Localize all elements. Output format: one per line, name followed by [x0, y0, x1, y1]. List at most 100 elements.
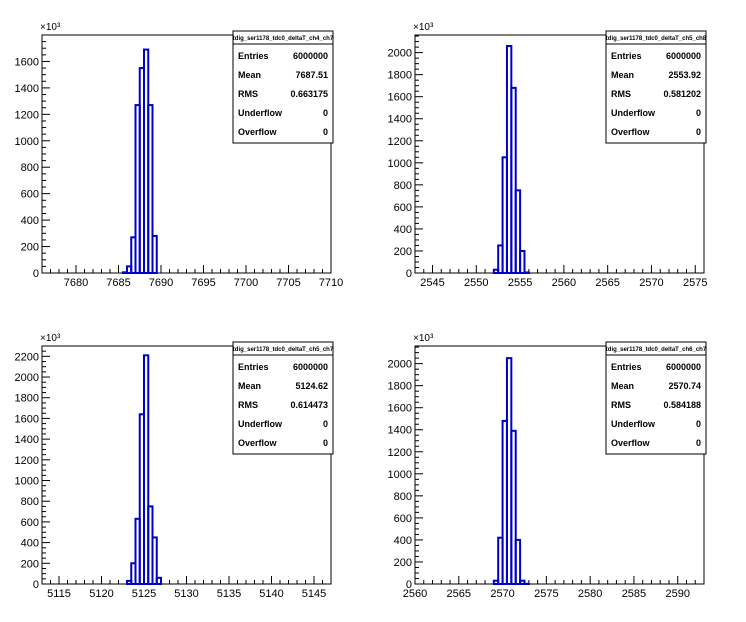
stats-value: 0: [323, 127, 328, 137]
x-tick-label: 2575: [534, 588, 558, 600]
stats-value: 0: [323, 108, 328, 118]
x-tick-label: 7705: [276, 277, 300, 289]
stats-label: Underflow: [611, 419, 656, 429]
stats-value: 0.663175: [290, 89, 328, 99]
y-tick-label: 400: [394, 535, 412, 547]
x-tick-label: 2590: [665, 588, 689, 600]
stats-box: [605, 341, 707, 455]
stats-value: 0.584188: [663, 400, 701, 410]
y-tick-label: 1200: [388, 447, 412, 459]
stats-value: 6000000: [666, 362, 701, 372]
stats-value: 6000000: [293, 362, 328, 372]
stats-label: Underflow: [611, 108, 656, 118]
stats-label: RMS: [611, 89, 631, 99]
y-tick-label: 800: [21, 162, 39, 174]
y-tick-label: 2000: [388, 48, 412, 60]
y-tick-label: 1800: [388, 381, 412, 393]
stats-label: Overflow: [611, 127, 651, 137]
stats-label: Underflow: [238, 419, 283, 429]
stats-label: Mean: [611, 70, 634, 80]
stats-label: Mean: [238, 70, 261, 80]
y-tick-label: 1200: [15, 109, 39, 121]
stats-label: Overflow: [611, 438, 651, 448]
x-tick-label: 2550: [464, 277, 488, 289]
y-tick-label: 1200: [15, 455, 39, 467]
x-tick-label: 7695: [191, 277, 215, 289]
stats-label: Underflow: [238, 108, 283, 118]
y-tick-label: 800: [394, 491, 412, 503]
y-tick-label: 1400: [15, 83, 39, 95]
y-tick-label: 600: [21, 189, 39, 201]
x-tick-label: 5130: [174, 588, 198, 600]
stats-box: [232, 30, 334, 144]
stats-label: RMS: [611, 400, 631, 410]
x-tick-label: 7680: [64, 277, 88, 289]
y-tick-label: 1600: [15, 56, 39, 68]
y-tick-label: 2200: [15, 351, 39, 363]
plot-frame: [414, 345, 705, 585]
stats-value: 0.581202: [663, 89, 701, 99]
histogram-title: tdig_ser1178_tdc0_deltaT_ch5_ch8: [606, 36, 707, 42]
stats-value: 7687.51: [295, 70, 328, 80]
x-tick-label: 2585: [622, 588, 646, 600]
histogram-title: tdig_ser1178_tdc0_deltaT_ch4_ch7: [233, 36, 334, 42]
y-exponent-label: ×10³: [413, 333, 434, 344]
x-tick-label: 2545: [420, 277, 444, 289]
y-tick-label: 200: [21, 558, 39, 570]
stats-label: Entries: [238, 51, 269, 61]
stats-value: 5124.62: [295, 381, 328, 391]
histogram-bin: [514, 538, 522, 585]
y-tick-label: 0: [406, 268, 412, 280]
y-tick-label: 600: [21, 517, 39, 529]
stats-label: Overflow: [238, 127, 278, 137]
stats-value: 0: [696, 127, 701, 137]
stats-value: 0: [696, 438, 701, 448]
histogram-bin: [519, 249, 526, 275]
histogram-bin: [519, 579, 526, 586]
y-exponent-label: ×10³: [40, 333, 61, 344]
x-tick-label: 5140: [259, 588, 283, 600]
histogram-bin: [523, 271, 530, 274]
histogram-bin: [147, 104, 154, 274]
y-tick-label: 400: [21, 538, 39, 550]
histogram-bin: [151, 536, 158, 585]
stats-value: 2570.74: [668, 381, 701, 391]
stats-label: Entries: [611, 362, 642, 372]
y-tick-label: 1400: [388, 425, 412, 437]
y-tick-label: 1800: [388, 70, 412, 82]
x-tick-label: 2560: [403, 588, 427, 600]
stats-box: [605, 30, 707, 144]
stats-value: 0: [323, 419, 328, 429]
histogram-bin: [510, 429, 517, 585]
histogram-bin: [514, 189, 522, 274]
stats-value: 0: [696, 419, 701, 429]
y-tick-label: 400: [21, 215, 39, 227]
y-tick-label: 1600: [15, 413, 39, 425]
y-tick-label: 0: [33, 268, 39, 280]
x-tick-label: 5115: [47, 588, 71, 600]
plot-frame: [414, 34, 705, 274]
stats-label: Mean: [611, 381, 634, 391]
x-tick-label: 2555: [508, 277, 532, 289]
x-tick-label: 7685: [106, 277, 130, 289]
x-tick-label: 7710: [319, 277, 343, 289]
histogram-pad-4: 0 200 400 600 800 1000 1200 1400 1600 1800 2000 ×10…: [388, 333, 707, 600]
stats-value: 6000000: [293, 51, 328, 61]
y-tick-label: 200: [394, 246, 412, 258]
y-tick-label: 2000: [388, 359, 412, 371]
y-tick-label: 1600: [388, 92, 412, 104]
y-tick-label: 1000: [15, 136, 39, 148]
histogram-bin: [155, 576, 162, 586]
stats-value: 0.614473: [290, 400, 328, 410]
histogram-bin: [143, 354, 150, 585]
x-tick-label: 2580: [578, 588, 602, 600]
y-tick-label: 200: [21, 242, 39, 254]
y-tick-label: 400: [394, 224, 412, 236]
stats-label: Overflow: [238, 438, 278, 448]
y-tick-label: 0: [406, 579, 412, 591]
y-tick-label: 1200: [388, 136, 412, 148]
stats-label: RMS: [238, 400, 258, 410]
y-tick-label: 800: [394, 180, 412, 192]
y-tick-label: 1400: [388, 114, 412, 126]
y-tick-label: 800: [21, 496, 39, 508]
